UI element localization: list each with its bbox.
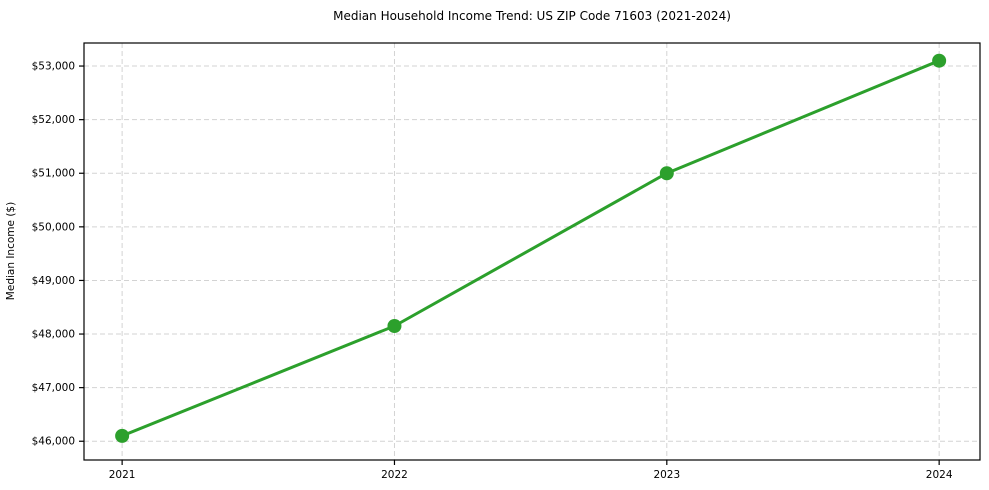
x-tick-label: 2022 bbox=[381, 469, 408, 481]
y-tick-label: $52,000 bbox=[32, 114, 75, 126]
y-tick-label: $49,000 bbox=[32, 275, 75, 287]
axes: $46,000 $47,000 $48,000 $49,000 $50,000 $51,0… bbox=[32, 42, 981, 481]
y-tick-label: $48,000 bbox=[32, 329, 75, 341]
y-tick-label: $51,000 bbox=[32, 168, 75, 180]
y-tick-label: $47,000 bbox=[32, 382, 75, 394]
data-point bbox=[932, 53, 947, 68]
x-tick-label: 2021 bbox=[109, 469, 136, 481]
grid-lines bbox=[84, 43, 980, 460]
x-tick-label: 2024 bbox=[926, 469, 953, 481]
trend-line bbox=[120, 59, 941, 438]
plot-border bbox=[83, 42, 981, 461]
y-tick-label: $50,000 bbox=[32, 221, 75, 233]
data-point bbox=[659, 166, 674, 181]
y-axis-label: Median Income ($) bbox=[5, 202, 17, 300]
data-point bbox=[387, 319, 402, 334]
data-point bbox=[115, 428, 130, 443]
y-tick-label: $53,000 bbox=[32, 61, 75, 73]
data-series bbox=[115, 53, 947, 443]
y-tick-label: $46,000 bbox=[32, 436, 75, 448]
x-tick-label: 2023 bbox=[653, 469, 680, 481]
chart-title: Median Household Income Trend: US ZIP Co… bbox=[333, 9, 731, 23]
